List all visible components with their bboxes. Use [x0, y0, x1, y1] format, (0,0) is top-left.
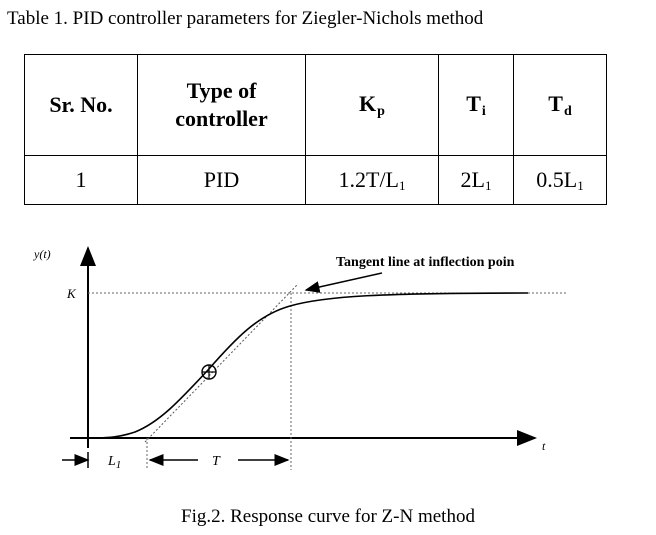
cell-td: 0.5L1: [513, 155, 607, 205]
cell-ti: 2L1: [438, 155, 514, 205]
l1-label: L1: [107, 454, 121, 471]
table-row: 1 PID 1.2T/L1 2L1 0.5L1: [24, 155, 607, 205]
cell-sr-no: 1: [24, 155, 138, 205]
pid-parameters-table: Sr. No. Type of controller Kp Ti Td 1 PI…: [24, 54, 607, 205]
tangent-annotation: Tangent line at inflection poin: [336, 255, 515, 270]
x-axis-label: t: [542, 439, 546, 453]
table-caption: Table 1. PID controller parameters for Z…: [7, 8, 484, 29]
table-header-row: Sr. No. Type of controller Kp Ti Td: [24, 54, 607, 156]
tangent-line: [144, 283, 299, 443]
header-type-line1: Type of: [186, 78, 257, 103]
header-ti: Ti: [438, 54, 514, 156]
response-curve-diagram: y(t) t K Tangent line at inflection poin…: [33, 246, 568, 471]
y-axis-label: y(t): [33, 247, 51, 261]
k-label: K: [66, 286, 77, 301]
header-kp: Kp: [305, 54, 439, 156]
header-sr-no: Sr. No.: [24, 54, 138, 156]
header-type-line2: controller: [175, 106, 268, 131]
inflection-point-marker: [201, 364, 217, 380]
annotation-arrow: [304, 272, 383, 293]
header-type-of-controller: Type of controller: [137, 54, 306, 156]
cell-type: PID: [137, 155, 306, 205]
figure-caption: Fig.2. Response curve for Z-N method: [181, 506, 475, 527]
cell-kp: 1.2T/L1: [305, 155, 439, 205]
t-dimension-label: T: [212, 454, 221, 469]
response-curve: [87, 292, 529, 439]
header-td: Td: [513, 54, 607, 156]
